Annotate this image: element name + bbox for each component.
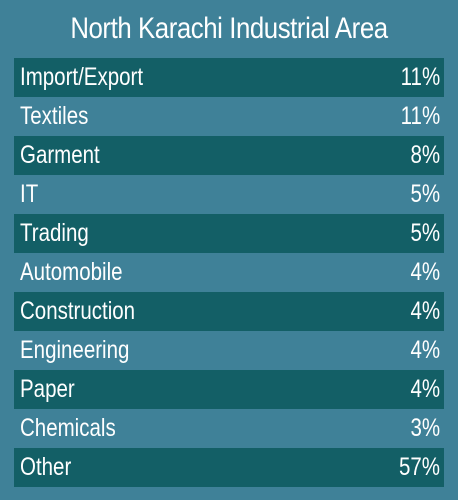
row-value: 4% [410,336,440,364]
row-label: Import/Export [20,63,144,91]
row-label: Construction [20,297,136,325]
row-value: 57% [398,453,440,481]
row-label: Trading [20,219,89,247]
table-row: Textiles 11% [14,97,444,136]
row-label: Engineering [20,336,130,364]
row-value: 4% [410,258,440,286]
table-rows: Import/Export 11% Textiles 11% Garment 8% IT 5%… [14,58,444,487]
row-value: 5% [410,219,440,247]
row-value: 8% [410,141,440,169]
row-value: 4% [410,297,440,325]
table-row: Paper 4% [14,370,444,409]
table-row: Engineering 4% [14,331,444,370]
row-label: Chemicals [20,414,116,442]
table-row: Other 57% [14,448,444,487]
table-row: Garment 8% [14,136,444,175]
row-value: 3% [410,414,440,442]
table-row: Automobile 4% [14,253,444,292]
row-label: Textiles [20,102,89,130]
row-value: 11% [400,102,440,130]
table-row: IT 5% [14,175,444,214]
row-label: IT [20,180,39,208]
table-row: Trading 5% [14,214,444,253]
row-label: Automobile [20,258,123,286]
row-label: Garment [20,141,100,169]
table-row: Import/Export 11% [14,58,444,97]
row-value: 5% [410,180,440,208]
row-value: 11% [400,63,440,91]
table-row: Chemicals 3% [14,409,444,448]
chart-title: North Karachi Industrial Area [70,12,388,45]
table-row: Construction 4% [14,292,444,331]
row-label: Other [20,453,72,481]
row-value: 4% [410,375,440,403]
row-label: Paper [20,375,75,403]
